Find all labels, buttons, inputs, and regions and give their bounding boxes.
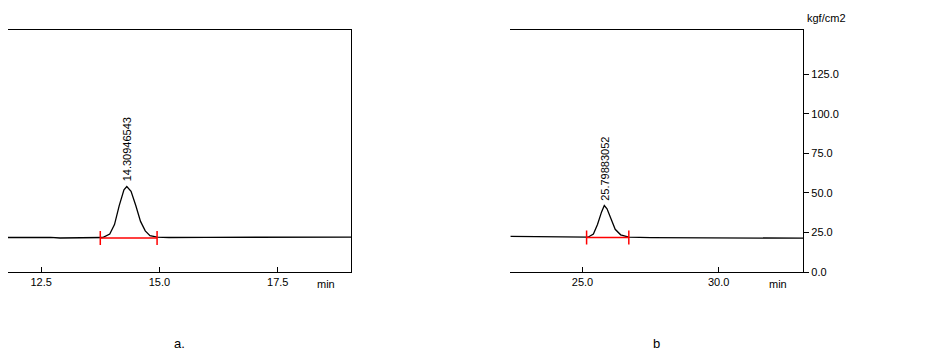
svg-text:15.0: 15.0 [149,276,170,288]
svg-text:30.0: 30.0 [708,276,729,288]
svg-text:125.0: 125.0 [811,68,839,80]
svg-text:min: min [317,278,335,290]
svg-text:25.0: 25.0 [572,276,593,288]
svg-text:min: min [769,278,787,290]
svg-text:17.5: 17.5 [267,276,288,288]
svg-text:0.0: 0.0 [811,266,826,278]
svg-text:a.: a. [174,336,185,351]
svg-text:50.0: 50.0 [811,187,832,199]
svg-text:100.0: 100.0 [811,108,839,120]
svg-text:kgf/cm2: kgf/cm2 [807,12,846,24]
svg-text:12.5: 12.5 [30,276,51,288]
svg-text:b: b [653,336,660,351]
svg-text:25.79883052: 25.79883052 [599,137,611,201]
svg-text:14.30946543: 14.30946543 [121,117,133,181]
svg-text:75.0: 75.0 [811,147,832,159]
svg-text:25.0: 25.0 [811,226,832,238]
